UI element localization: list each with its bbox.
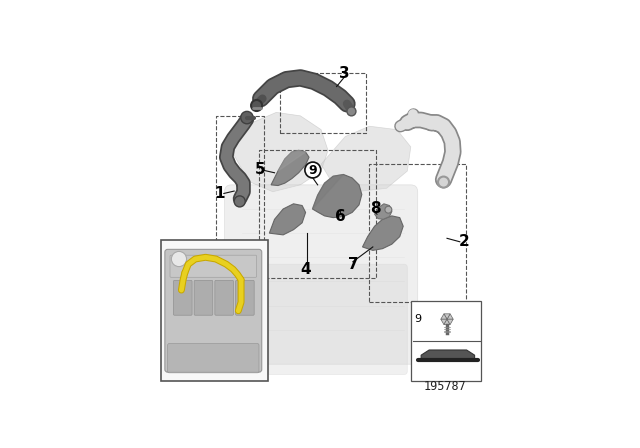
Text: 2: 2 xyxy=(459,234,470,249)
Polygon shape xyxy=(444,319,450,325)
Circle shape xyxy=(241,112,253,124)
FancyBboxPatch shape xyxy=(170,255,257,277)
FancyBboxPatch shape xyxy=(215,280,234,315)
Text: 8: 8 xyxy=(371,202,381,216)
FancyBboxPatch shape xyxy=(236,280,254,315)
Polygon shape xyxy=(421,350,475,360)
FancyBboxPatch shape xyxy=(225,185,418,364)
FancyBboxPatch shape xyxy=(173,280,192,315)
Text: 7: 7 xyxy=(348,257,358,272)
Polygon shape xyxy=(232,112,328,192)
Polygon shape xyxy=(278,151,305,171)
Circle shape xyxy=(347,107,356,116)
Polygon shape xyxy=(312,174,344,209)
Circle shape xyxy=(251,100,262,111)
Polygon shape xyxy=(269,204,305,235)
Circle shape xyxy=(438,177,449,188)
Text: 3: 3 xyxy=(339,66,350,81)
FancyBboxPatch shape xyxy=(161,240,268,382)
Polygon shape xyxy=(447,314,453,319)
Polygon shape xyxy=(441,319,447,325)
Circle shape xyxy=(385,206,392,213)
FancyBboxPatch shape xyxy=(249,264,407,375)
Polygon shape xyxy=(374,204,392,220)
Text: 9: 9 xyxy=(414,314,421,324)
Polygon shape xyxy=(312,174,362,218)
Text: 195787: 195787 xyxy=(423,380,466,393)
Text: 9: 9 xyxy=(308,164,317,177)
Polygon shape xyxy=(444,314,450,319)
Text: 6: 6 xyxy=(335,209,346,224)
Circle shape xyxy=(305,162,321,178)
Polygon shape xyxy=(271,151,309,185)
Circle shape xyxy=(172,251,187,267)
Polygon shape xyxy=(447,319,453,325)
Circle shape xyxy=(234,196,245,207)
Polygon shape xyxy=(362,216,403,250)
FancyBboxPatch shape xyxy=(168,344,259,373)
FancyBboxPatch shape xyxy=(194,280,212,315)
FancyBboxPatch shape xyxy=(165,250,262,372)
FancyBboxPatch shape xyxy=(412,301,481,381)
Polygon shape xyxy=(321,126,411,192)
Text: 5: 5 xyxy=(254,162,265,177)
Text: 1: 1 xyxy=(214,186,225,201)
Polygon shape xyxy=(441,314,447,319)
Text: 4: 4 xyxy=(300,262,311,277)
